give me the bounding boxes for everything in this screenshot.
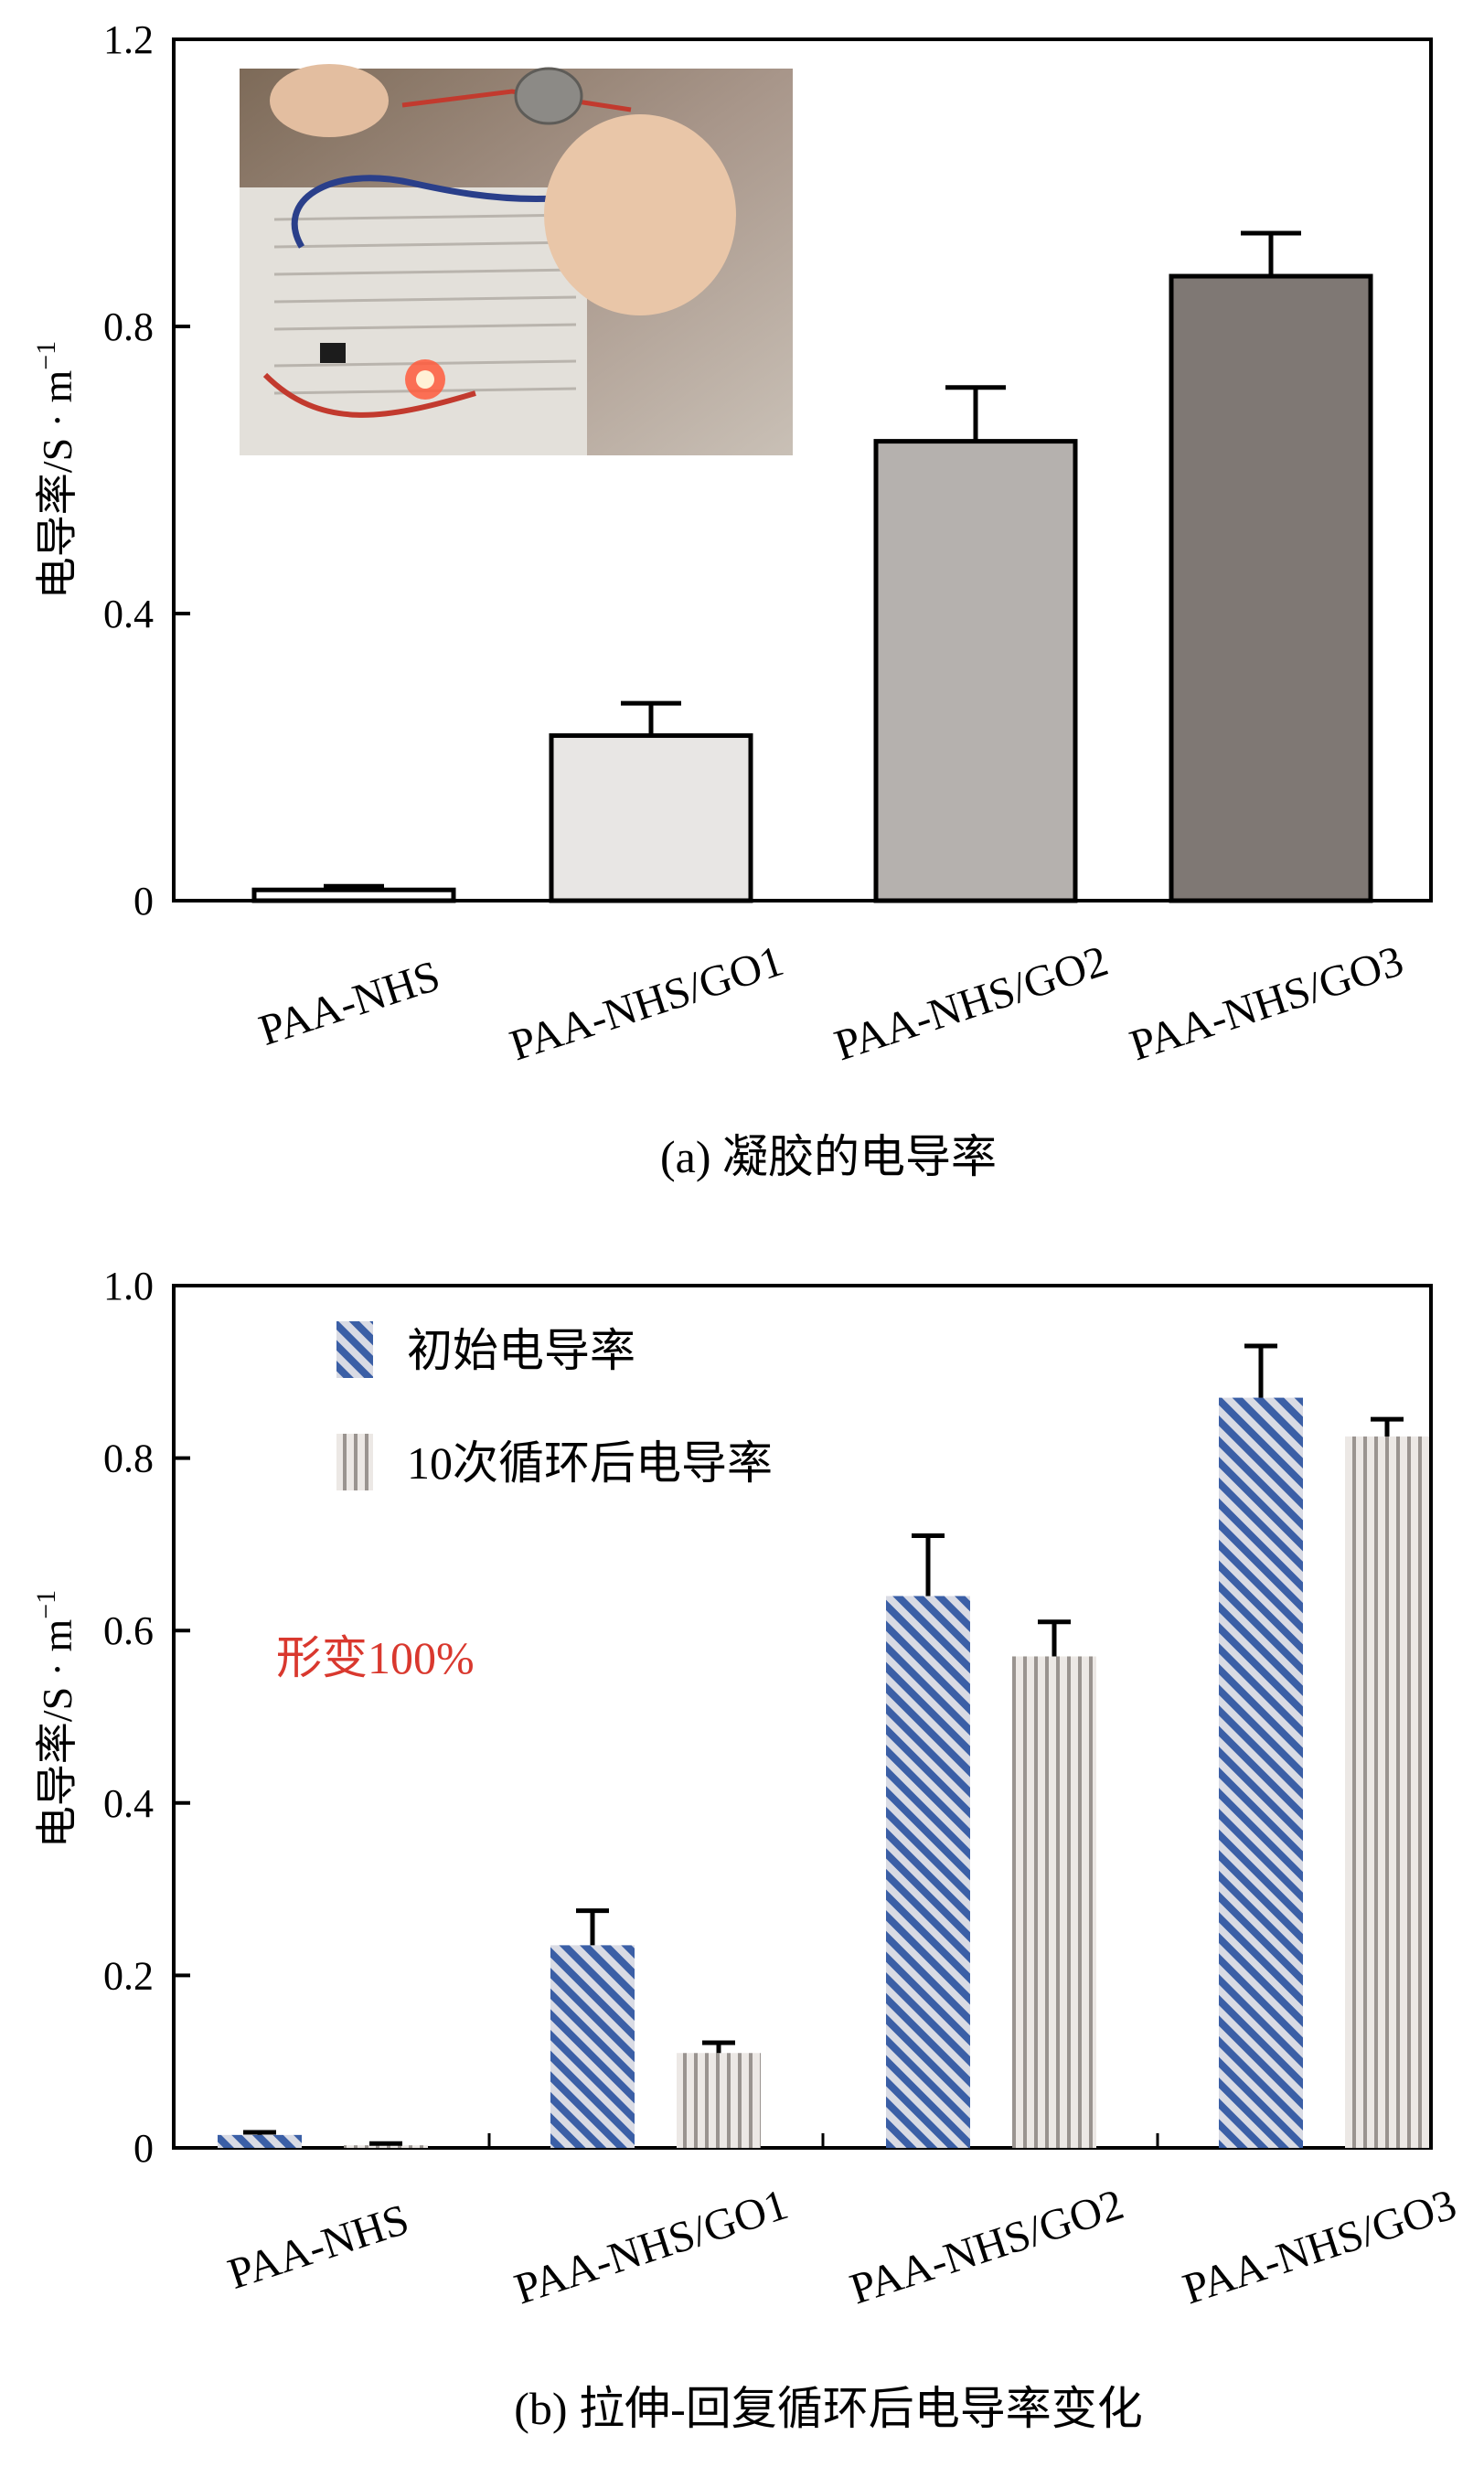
panel-b-y-tick-label: 0.4 [103,1781,154,1826]
panel-a: 0 0.4 0.8 1.2 PAA-NHS PAA-NHS/GO1 PAA-NHS/GO2… [31,17,1433,1182]
panel-b-bar [1012,1656,1096,2148]
panel-a-caption: (a) 凝胶的电导率 [660,1131,997,1182]
panel-b-category-label: PAA-NHS/GO2 [844,2180,1128,2313]
panel-b-bar [1345,1436,1429,2148]
panel-b-y-tick-label: 1.0 [103,1264,154,1308]
panel-b: 00.20.40.60.81.0 PAA-NHS PAA-NHS/GO1 PAA-N… [31,1264,1462,2434]
panel-b-error-bars [243,1343,1404,2146]
panel-b-category-label: PAA-NHS [222,2195,414,2299]
panel-b-category-labels: PAA-NHS PAA-NHS/GO1 PAA-NHS/GO2 PAA-NHS/GO3 [222,2180,1462,2313]
legend-label-after-cycles: 10次循环后电导率 [407,1437,773,1489]
panel-a-bar [549,732,753,903]
panel-a-error-bars [324,230,1301,891]
panel-b-bars [218,1397,1429,2148]
panel-b-y-tick-label: 0.6 [103,1608,154,1653]
deformation-annotation: 形变100% [276,1632,475,1683]
panel-b-y-axis: 0 0.2 0.4 0.6 0.8 1.0 [103,1264,190,2171]
panel-a-y-tick-label: 0.4 [103,592,154,636]
panel-a-y-tick-label: 1.2 [103,17,154,62]
panel-b-y-label: 电导率/S · m−1 [31,1590,80,1848]
panel-b-y-tick-label: 0.2 [103,1953,154,1998]
panel-b-y-label-text: 电导率/S · m−1 [31,1590,80,1848]
panel-a-category-label: PAA-NHS/GO1 [504,936,788,1070]
led-circuit-photo [240,64,793,455]
panel-b-category-label: PAA-NHS/GO1 [508,2180,793,2313]
panel-b-bar [886,1596,970,2148]
panel-a-category-labels: PAA-NHS PAA-NHS/GO1 PAA-NHS/GO2 PAA-NHS/GO3 [253,936,1409,1070]
panel-b-bar [218,2134,302,2148]
panel-b-legend: 初始电导率 10次循环后电导率 [336,1321,773,1490]
panel-b-bar [344,2145,428,2148]
panel-a-bar [251,887,456,903]
panel-a-bar [873,439,1078,903]
legend-swatch-after-cycles [336,1434,373,1490]
panel-b-bar [677,2053,761,2148]
legend-label-initial: 初始电导率 [407,1325,635,1376]
panel-b-bar [550,1945,635,2148]
panel-b-y-tick-label: 0 [133,2126,154,2171]
panel-a-bar [1169,273,1373,903]
panel-a-y-label: 电导率/S · m−1 [31,341,80,599]
panel-a-category-label: PAA-NHS/GO2 [828,936,1113,1070]
panel-a-category-label: PAA-NHS/GO3 [1124,936,1408,1070]
panel-b-caption: (b) 拉伸-回复循环后电导率变化 [514,2383,1142,2434]
legend-swatch-initial [336,1321,373,1378]
panel-a-y-axis: 0 0.4 0.8 1.2 [103,17,190,924]
panel-b-category-label: PAA-NHS/GO3 [1177,2180,1461,2313]
panel-b-bar [1219,1397,1303,2148]
panel-a-y-tick-label: 0 [133,879,154,924]
panel-a-y-label-text: 电导率/S · m−1 [31,341,80,599]
panel-a-y-tick-label: 0.8 [103,304,154,349]
panel-a-frame [172,37,1433,902]
panel-b-y-tick-label: 0.8 [103,1436,154,1481]
panel-a-category-label: PAA-NHS [253,952,445,1055]
panel-b-frame [172,1284,1433,2150]
panel-a-bars [251,273,1373,903]
